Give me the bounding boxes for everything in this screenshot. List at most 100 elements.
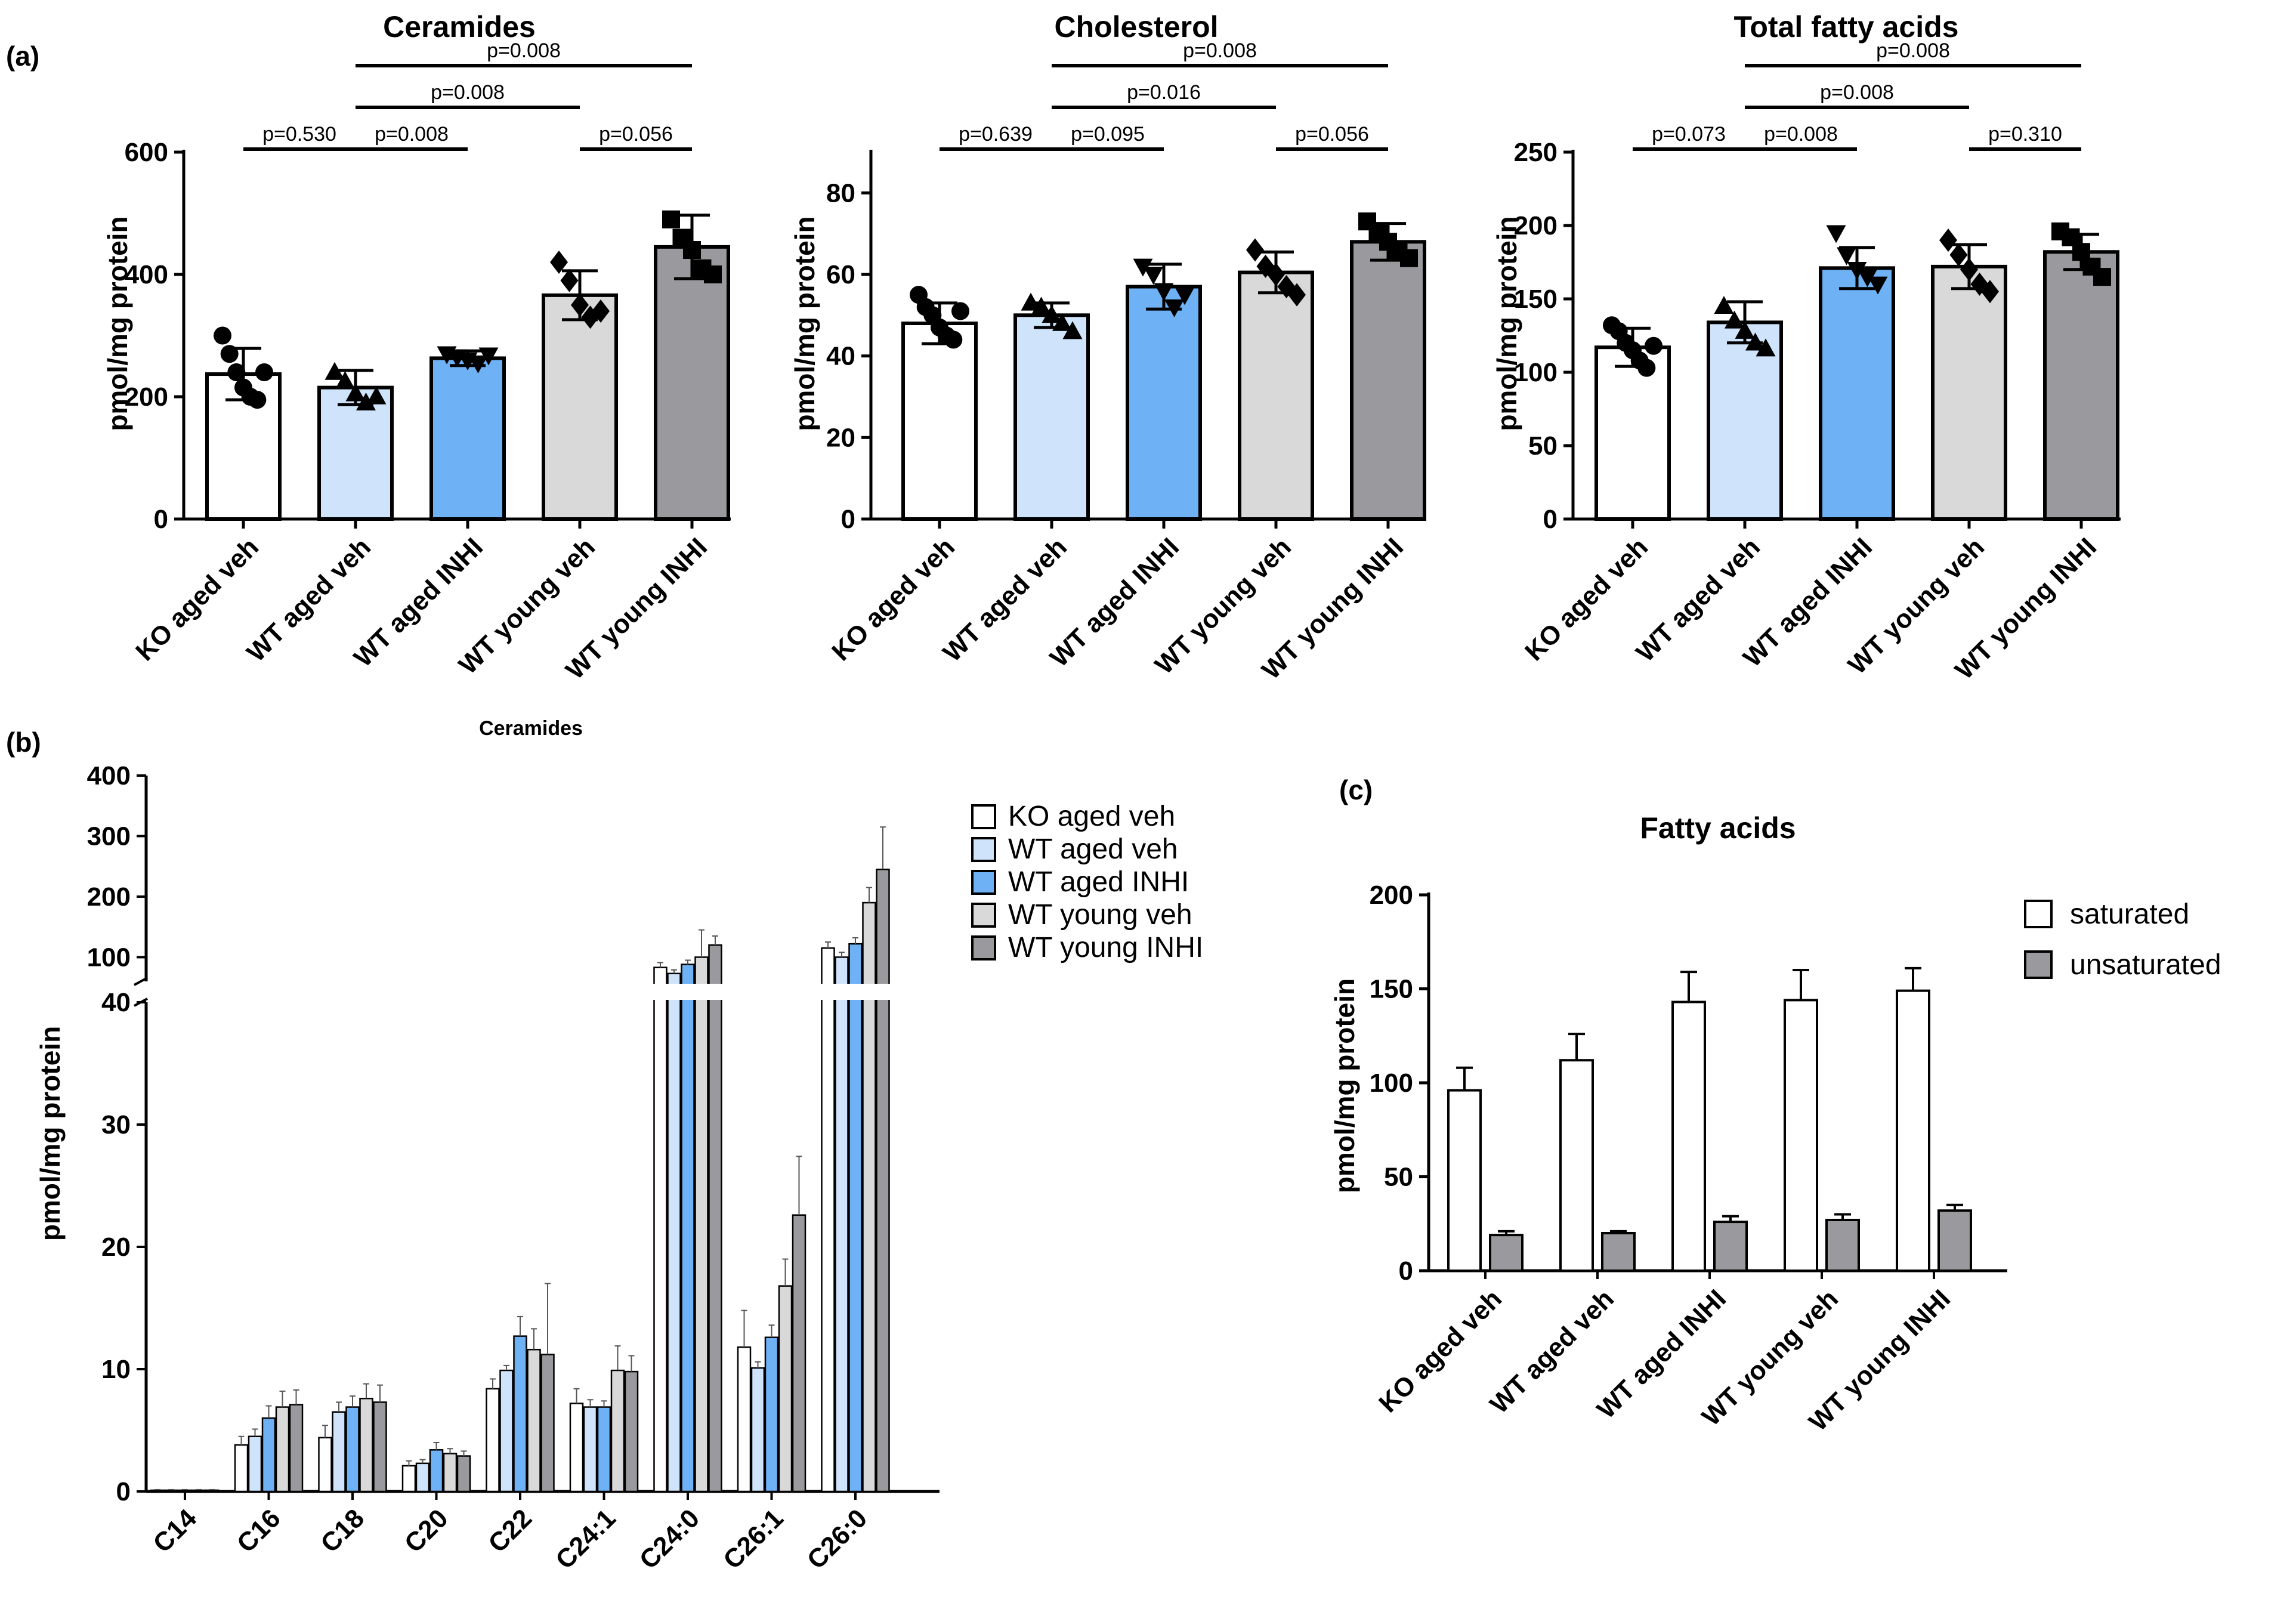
data-point-wt-aged-veh (1725, 310, 1744, 329)
bar-ko-aged-veh-c16 (234, 1444, 249, 1493)
data-point-wt-young-inhi (704, 265, 722, 283)
data-point-wt-aged-veh (1021, 292, 1041, 311)
data-point-wt-aged-veh (345, 383, 366, 402)
p-value-label: p=0.056 (599, 123, 673, 146)
bar-ko-aged-veh-c26-1 (737, 1346, 752, 1493)
legend-label-wt-young-veh: WT young veh (1008, 899, 1192, 931)
bar-ko-aged-veh-c20 (401, 1465, 416, 1493)
data-point-wt-aged-inhi (1837, 247, 1856, 265)
data-point-wt-aged-inhi (1133, 258, 1153, 277)
y-axis-label: pmol/mg protein (789, 216, 820, 431)
y-tick-label: 40 (826, 342, 855, 371)
data-point-wt-young-veh (1267, 262, 1285, 286)
bar-wt-aged-veh-c26-1 (750, 1367, 765, 1493)
bar-wt-young-inhi-c16 (289, 1404, 304, 1493)
data-point-ko-aged-veh (255, 363, 273, 381)
legend-swatch-wt-young-veh (971, 903, 996, 928)
data-point-wt-aged-veh (1062, 321, 1083, 339)
data-point-wt-young-veh (1939, 228, 1957, 252)
data-point-wt-aged-veh (335, 371, 355, 390)
p-value-label: p=0.310 (1988, 123, 2062, 146)
data-point-wt-aged-veh (1735, 320, 1755, 339)
bar-wt-aged-inhi-c18 (345, 1406, 360, 1493)
bar-wt-young-inhi-c20 (456, 1455, 471, 1493)
p-value-label: p=0.008 (1183, 39, 1257, 62)
bar-wt-young-veh-c22 (527, 1348, 541, 1493)
legend-swatch-ko-aged-veh (971, 804, 996, 829)
legend-label-unsaturated: unsaturated (2070, 949, 2221, 981)
legend-swatch-wt-aged-veh (971, 837, 996, 862)
bar-ko-aged-veh-c14 (150, 1489, 165, 1493)
data-point-wt-aged-inhi (1164, 299, 1184, 317)
data-point-wt-young-veh (1981, 280, 1999, 304)
bar-wt-aged-veh-c18 (332, 1411, 346, 1493)
bar-wt-aged-inhi (1819, 266, 1895, 521)
data-point-wt-aged-veh (356, 393, 376, 410)
data-point-wt-aged-inhi (1858, 269, 1877, 288)
data-point-wt-aged-inhi (1154, 283, 1174, 301)
data-point-wt-aged-inhi (1868, 276, 1888, 295)
bar-wt-young-inhi-c26-1 (792, 1214, 806, 1493)
data-point-wt-aged-veh (1042, 305, 1062, 323)
bar-wt-young-veh (542, 293, 618, 521)
legend-swatch-wt-aged-inhi (971, 870, 996, 895)
panel-label-c: (c) (1339, 774, 1373, 805)
p-value-label: p=0.056 (1295, 123, 1369, 146)
bar-wt-aged-inhi (1126, 285, 1202, 521)
bar-unsaturated-wt-aged-inhi (1713, 1221, 1748, 1273)
y-tick-label: 50 (1384, 1163, 1413, 1192)
bar-ko-aged-veh-c26-0 (821, 947, 835, 1493)
y-tick-label: 60 (826, 260, 855, 289)
x-tick-label: C24:1 (550, 1503, 621, 1574)
data-point-ko-aged-veh (248, 391, 267, 409)
bar-wt-aged-inhi-c26-1 (764, 1336, 779, 1493)
bar-wt-young-veh-c16 (275, 1406, 290, 1493)
y-tick-label: 600 (125, 138, 168, 167)
bar-wt-young-inhi-c24-1 (624, 1370, 639, 1493)
legend-swatch-wt-young-inhi (971, 935, 996, 960)
bar-wt-aged-inhi-c20 (429, 1449, 444, 1493)
y-tick-label: 100 (1514, 358, 1558, 387)
legend-swatch-saturated (2024, 900, 2053, 928)
y-tick-label: 0 (1399, 1256, 1413, 1286)
bar-wt-aged-veh-c24-1 (583, 1406, 598, 1493)
bar-ko-aged-veh (1594, 345, 1671, 521)
p-value-label: p=0.095 (1071, 123, 1145, 146)
panel-label-a: (a) (6, 41, 39, 72)
y-axis-label: pmol/mg protein (1491, 216, 1522, 431)
data-point-ko-aged-veh (214, 326, 231, 345)
bar-ko-aged-veh-c24-0 (653, 966, 668, 1493)
bar-saturated-wt-aged-veh (1559, 1059, 1594, 1272)
legend-label-saturated: saturated (2070, 898, 2189, 930)
chart-title: Cholesterol (1054, 10, 1218, 44)
data-point-wt-young-veh (571, 293, 589, 317)
y-tick-label: 20 (826, 423, 855, 452)
p-value-label: p=0.008 (431, 81, 505, 104)
y-tick-label: 20 (101, 1233, 131, 1262)
data-point-wt-aged-veh (366, 386, 387, 404)
legend-label-wt-aged-veh: WT aged veh (1008, 833, 1178, 865)
chart-title: Ceramides (479, 717, 583, 740)
p-value-label: p=0.530 (262, 123, 336, 146)
y-tick-label: 250 (1514, 138, 1558, 167)
bar-wt-young-inhi (2043, 250, 2119, 521)
bar-wt-young-veh-c24-1 (610, 1369, 625, 1493)
p-value-label: p=0.073 (1652, 123, 1726, 146)
bar-wt-aged-veh-c24-0 (667, 972, 681, 1493)
bar-saturated-wt-young-veh (1784, 999, 1818, 1273)
y-tick-label: 200 (125, 382, 168, 412)
bar-wt-young-inhi-c14 (205, 1489, 220, 1493)
bar-saturated-wt-young-inhi (1896, 989, 1930, 1273)
y-tick-label: 0 (1543, 505, 1558, 534)
chart-title: Total fatty acids (1734, 10, 1959, 44)
y-tick-label: 150 (1514, 285, 1558, 314)
data-point-wt-aged-inhi (1175, 287, 1195, 305)
bar-wt-aged-inhi-c16 (261, 1417, 276, 1493)
p-value-label: p=0.016 (1127, 81, 1201, 104)
p-value-label: p=0.008 (1764, 123, 1838, 146)
data-point-wt-aged-inhi (1847, 262, 1867, 280)
y-tick-label: 0 (841, 505, 855, 534)
bar-wt-aged-veh (1013, 313, 1090, 521)
